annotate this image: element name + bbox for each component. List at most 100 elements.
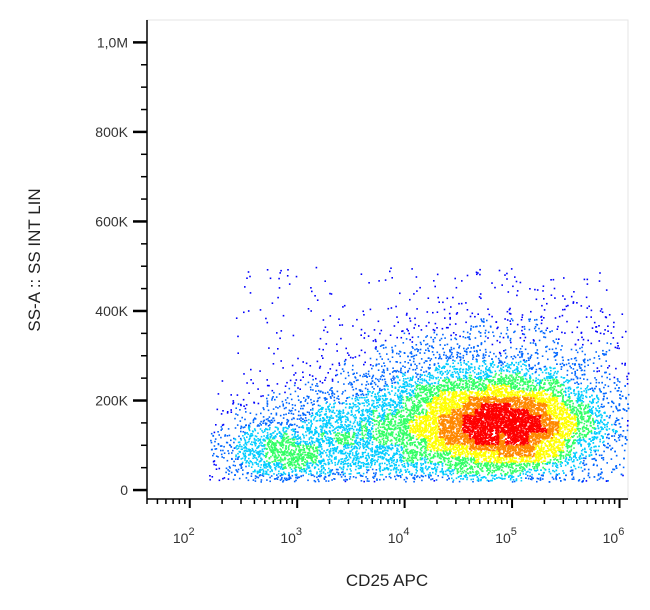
event-dot [491, 415, 493, 418]
event-dot [513, 480, 516, 483]
event-dot [581, 421, 583, 424]
event-dot [383, 423, 385, 426]
event-dot [467, 402, 469, 405]
event-dot [507, 455, 509, 458]
event-dot [577, 439, 579, 441]
event-dot [582, 454, 584, 456]
event-dot [537, 435, 539, 437]
event-dot [568, 444, 570, 447]
event-dot [538, 384, 541, 386]
event-dot [528, 414, 530, 416]
event-dot [612, 402, 615, 405]
event-dot [520, 442, 523, 445]
event-dot [369, 421, 372, 423]
event-dot [583, 369, 586, 372]
event-dot [467, 459, 470, 461]
event-dot [474, 462, 477, 465]
event-dot [585, 396, 588, 399]
event-dot [602, 458, 605, 461]
event-dot [589, 414, 592, 417]
event-dot [513, 414, 515, 416]
event-dot [436, 435, 438, 438]
event-dot [425, 428, 428, 430]
event-dot [450, 397, 452, 399]
event-dot [569, 439, 571, 441]
event-dot [565, 458, 567, 461]
event-dot [468, 384, 471, 386]
event-dot [498, 424, 500, 427]
event-dot [504, 394, 506, 396]
event-dot [503, 459, 505, 461]
event-dot [466, 395, 469, 397]
event-dot [470, 461, 473, 463]
event-dot [499, 422, 501, 425]
event-dot [440, 430, 442, 432]
event-dot [478, 365, 481, 367]
event-dot [404, 389, 407, 392]
event-dot [544, 407, 547, 410]
event-dot [498, 414, 501, 417]
event-dot [598, 388, 601, 390]
event-dot [536, 396, 538, 398]
event-dot [467, 429, 469, 432]
event-dot [470, 465, 472, 467]
event-dot [477, 443, 479, 445]
event-dot [460, 419, 463, 421]
event-dot [446, 402, 448, 405]
event-dot [540, 433, 542, 435]
event-dot [601, 414, 603, 417]
event-dot [462, 459, 465, 461]
event-dot [540, 407, 542, 410]
event-dot [593, 437, 595, 439]
event-dot [590, 451, 592, 454]
event-dot [447, 416, 449, 419]
event-dot [457, 432, 460, 435]
event-dot [489, 467, 491, 470]
event-dot [459, 440, 461, 443]
event-dot [613, 435, 616, 437]
event-dot [447, 447, 450, 450]
event-dot [580, 404, 582, 406]
event-dot [464, 458, 467, 461]
event-dot [531, 404, 533, 407]
event-dot [484, 441, 487, 444]
event-dot [558, 428, 560, 430]
event-dot [516, 461, 519, 464]
event-dot [576, 436, 579, 438]
event-dot [510, 388, 513, 391]
event-dot [424, 435, 426, 437]
event-dot [569, 420, 571, 423]
event-dot [448, 414, 451, 416]
event-dot [482, 410, 485, 413]
event-dot [490, 449, 493, 452]
event-dot [493, 437, 495, 440]
event-dot [516, 398, 519, 400]
event-dot [515, 394, 517, 396]
event-dot [597, 421, 600, 423]
event-dot [566, 374, 569, 376]
event-dot [461, 405, 463, 407]
event-dot [425, 423, 428, 426]
event-dot [504, 465, 506, 467]
event-dot [567, 403, 569, 406]
event-dot [556, 424, 559, 426]
event-dot [536, 480, 538, 483]
event-dot [488, 429, 491, 431]
event-dot [570, 400, 572, 402]
event-dot [484, 393, 486, 395]
event-dot [522, 411, 525, 413]
event-dot [551, 476, 554, 479]
event-dot [484, 457, 487, 460]
event-dot [525, 435, 527, 437]
event-dot [550, 430, 553, 433]
event-dot [479, 467, 481, 470]
event-dot [497, 406, 499, 409]
event-dot [492, 366, 494, 368]
event-dot [584, 407, 587, 410]
event-dot [527, 412, 530, 414]
event-dot [521, 388, 524, 390]
event-dot [532, 422, 535, 425]
event-dot [517, 469, 519, 472]
event-dot [560, 376, 563, 378]
event-dot [485, 436, 488, 438]
